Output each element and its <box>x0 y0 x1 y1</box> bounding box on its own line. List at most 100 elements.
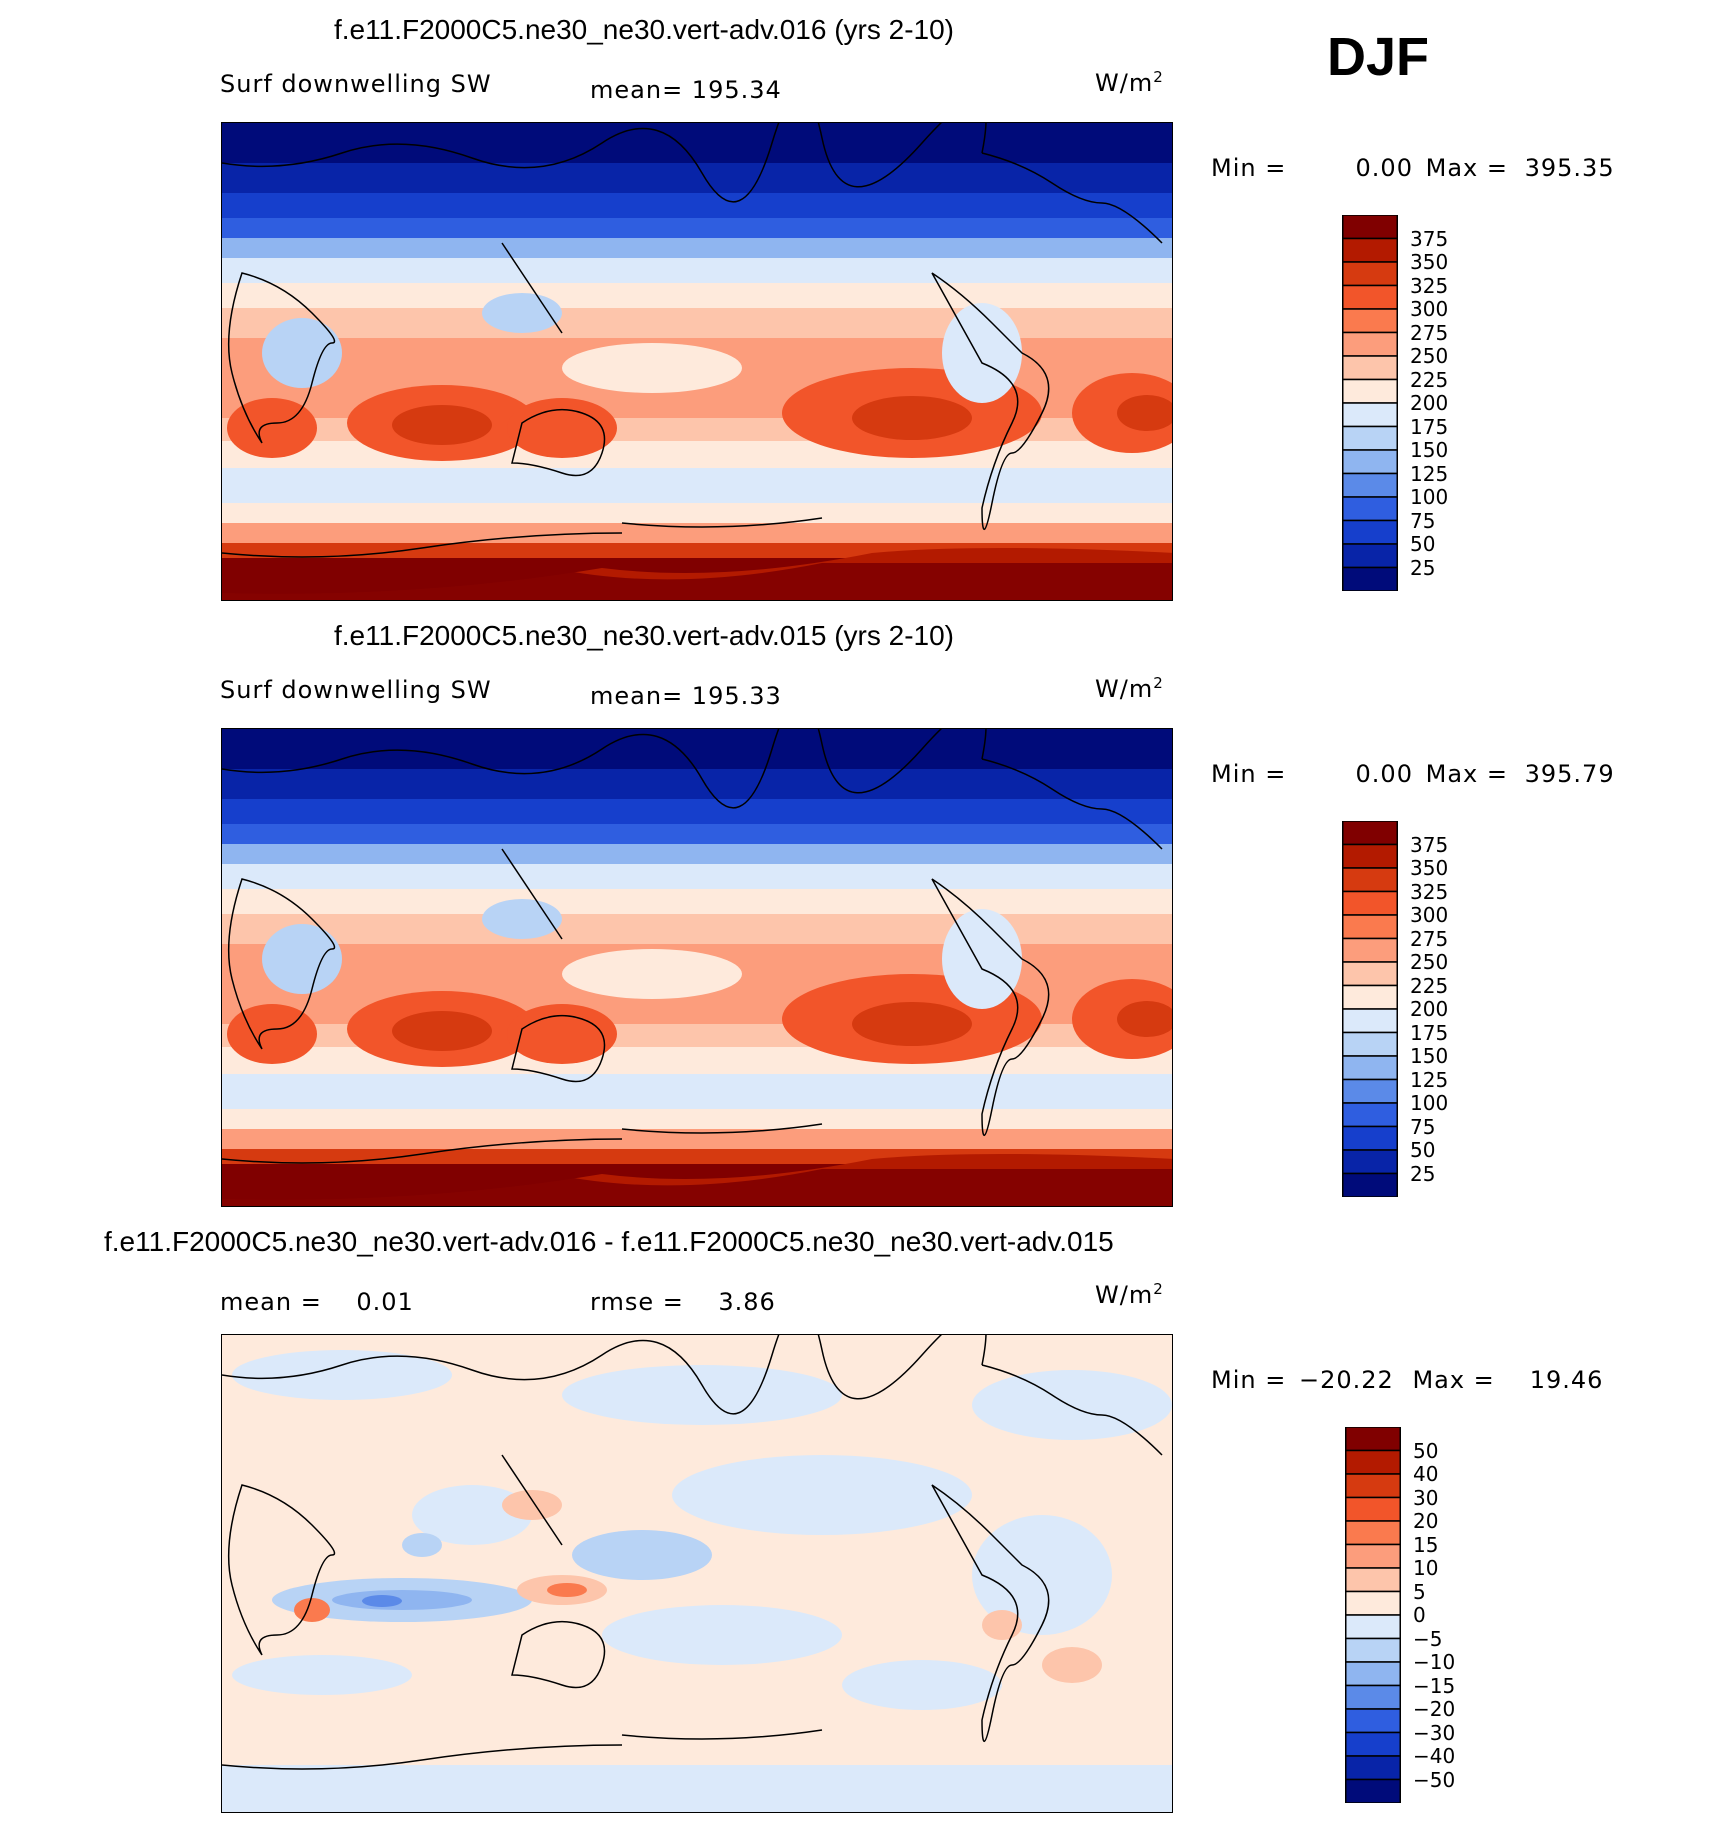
colorbar-swatch <box>1345 1614 1401 1640</box>
panel-2-units: W/m2 <box>1095 674 1164 703</box>
panel-2-minmax: Min = 0.00 Max = 395.79 <box>1211 760 1615 788</box>
panel-2-min-value: 0.00 <box>1355 760 1413 788</box>
colorbar-tick-label: 225 <box>1410 367 1449 392</box>
colorbar-tick-label: 275 <box>1410 926 1449 951</box>
panel-3-min-label: Min = <box>1211 1366 1287 1394</box>
colorbar-swatch <box>1342 472 1398 498</box>
panel-1-colorbar: 375 350 325 300 275 250 225 200 175 150 125 100 75 50… <box>1342 215 1448 591</box>
colorbar-swatch <box>1345 1637 1401 1663</box>
colorbar-tick-label: −50 <box>1413 1767 1456 1792</box>
colorbar-tick-label: 325 <box>1410 273 1449 298</box>
colorbar-tick-label: 10 <box>1413 1556 1439 1580</box>
colorbar-tick-label: 325 <box>1410 879 1449 904</box>
panel-2-max-value: 395.79 <box>1524 760 1615 788</box>
colorbar-swatch <box>1342 961 1398 987</box>
colorbar-tick-label: 125 <box>1410 1067 1449 1092</box>
colorbar-swatch <box>1342 867 1398 893</box>
colorbar-swatches <box>1342 821 1398 1197</box>
panel-3-max-value: 19.46 <box>1529 1366 1604 1394</box>
colorbar-tick-label: 50 <box>1410 532 1436 556</box>
colorbar-tick-label: 40 <box>1413 1462 1439 1486</box>
colorbar-swatch <box>1342 237 1398 263</box>
panel-1-minmax: Min = 0.00 Max = 395.35 <box>1211 154 1615 182</box>
colorbar-swatch <box>1342 843 1398 869</box>
colorbar-swatch <box>1342 937 1398 963</box>
colorbar-tick-label: −40 <box>1413 1744 1456 1768</box>
colorbar-swatch <box>1342 449 1398 475</box>
colorbar-swatch <box>1345 1427 1401 1452</box>
colorbar-swatch <box>1345 1473 1401 1499</box>
colorbar-swatch <box>1342 425 1398 451</box>
colorbar-tick-label: −20 <box>1413 1697 1456 1721</box>
colorbar-swatch <box>1342 1031 1398 1057</box>
colorbar-swatch <box>1345 1449 1401 1475</box>
panel-1-min-value: 0.00 <box>1355 154 1413 182</box>
colorbar-swatch <box>1345 1543 1401 1569</box>
colorbar-swatch <box>1342 1008 1398 1034</box>
colorbar-tick-label: 275 <box>1410 320 1449 345</box>
panel-3-rmse-label: rmse = 3.86 <box>590 1288 776 1316</box>
colorbar-tick-label: 75 <box>1410 508 1436 533</box>
colorbar-swatches <box>1342 215 1398 591</box>
colorbar-tick-label: 375 <box>1410 226 1449 251</box>
panel-3-min-value: −20.22 <box>1298 1366 1394 1394</box>
panel-2-variable-label: Surf downwelling SW <box>220 676 492 704</box>
panel-1-map-field <box>222 123 1172 600</box>
colorbar-swatch <box>1342 566 1398 591</box>
colorbar-swatch <box>1345 1755 1401 1781</box>
colorbar-tick-label: 300 <box>1410 903 1449 927</box>
panel-3-colorbar: 50 40 30 20 15 10 5 0 −5 −10 −15 −20 −30 −40 −50 <box>1345 1427 1455 1803</box>
colorbar-swatch <box>1342 984 1398 1010</box>
colorbar-tick-label: 250 <box>1410 950 1449 974</box>
colorbar-tick-label: 100 <box>1410 1091 1449 1115</box>
colorbar-tick-label: 50 <box>1410 1138 1436 1162</box>
colorbar-swatch <box>1345 1520 1401 1546</box>
colorbar-swatch <box>1342 1149 1398 1175</box>
panel-1-units: W/m2 <box>1095 68 1164 97</box>
panel-3-max-label: Max = <box>1412 1366 1495 1394</box>
colorbar-swatch <box>1342 821 1398 846</box>
colorbar-swatch <box>1342 215 1398 240</box>
colorbar-tick-label: 250 <box>1410 344 1449 368</box>
colorbar-tick-label: −30 <box>1413 1720 1456 1745</box>
colorbar-tick-label: 50 <box>1413 1438 1439 1463</box>
panel-2-max-label: Max = <box>1425 760 1508 788</box>
colorbar-swatch <box>1342 543 1398 569</box>
colorbar-tick-label: 150 <box>1410 438 1449 462</box>
colorbar-tick-label: 25 <box>1410 1161 1436 1186</box>
colorbar-tick-label: 350 <box>1410 250 1449 274</box>
colorbar-tick-label: 200 <box>1410 997 1449 1021</box>
colorbar-swatches <box>1345 1427 1401 1803</box>
panel-2-min-label: Min = <box>1211 760 1287 788</box>
panel-3-title: f.e11.F2000C5.ne30_ne30.vert-adv.016 - f… <box>104 1226 1114 1257</box>
panel-1-map <box>221 122 1173 601</box>
colorbar-tick-label: 15 <box>1413 1532 1439 1557</box>
colorbar-tick-label: 100 <box>1410 485 1449 509</box>
panel-1-max-value: 395.35 <box>1524 154 1615 182</box>
panel-2-map-field <box>222 729 1172 1206</box>
colorbar-tick-label: 75 <box>1410 1114 1436 1139</box>
colorbar-swatch <box>1342 890 1398 916</box>
panel-1-variable-label: Surf downwelling SW <box>220 70 492 98</box>
colorbar-swatch <box>1342 402 1398 428</box>
colorbar-tick-label: 300 <box>1410 297 1449 321</box>
colorbar-swatch <box>1342 1102 1398 1128</box>
colorbar-tick-label: 375 <box>1410 832 1449 857</box>
colorbar-tick-label: −15 <box>1413 1673 1456 1698</box>
colorbar-swatch <box>1345 1708 1401 1734</box>
panel-1-mean-label: mean= 195.34 <box>590 76 782 104</box>
colorbar-swatch <box>1342 355 1398 381</box>
colorbar-tick-label: 225 <box>1410 973 1449 998</box>
colorbar-tick-label: 5 <box>1413 1579 1426 1604</box>
colorbar-swatch <box>1345 1731 1401 1757</box>
colorbar-tick-label: 0 <box>1413 1603 1426 1627</box>
colorbar-swatch <box>1342 496 1398 522</box>
colorbar-tick-label: 200 <box>1410 391 1449 415</box>
colorbar-tick-label: −5 <box>1413 1626 1443 1651</box>
panel-3-map-field <box>222 1335 1172 1812</box>
season-label: DJF <box>1327 27 1430 87</box>
panel-2-title: f.e11.F2000C5.ne30_ne30.vert-adv.015 (yr… <box>334 620 955 651</box>
colorbar-swatch <box>1345 1684 1401 1710</box>
colorbar-tick-label: 25 <box>1410 555 1436 580</box>
colorbar-swatch <box>1342 1055 1398 1081</box>
